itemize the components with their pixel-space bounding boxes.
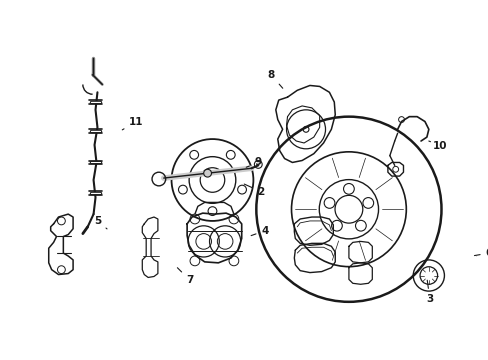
Text: 2: 2 xyxy=(244,184,264,197)
Text: 8: 8 xyxy=(267,70,282,88)
Text: 3: 3 xyxy=(426,280,432,304)
Text: 9: 9 xyxy=(246,157,261,167)
Circle shape xyxy=(203,169,211,177)
Text: 10: 10 xyxy=(428,141,447,151)
Text: 1: 1 xyxy=(0,359,1,360)
Text: 6: 6 xyxy=(473,248,488,258)
Text: 4: 4 xyxy=(251,226,268,236)
Text: 11: 11 xyxy=(122,117,143,130)
Text: 5: 5 xyxy=(94,216,107,229)
Text: 7: 7 xyxy=(177,268,193,285)
